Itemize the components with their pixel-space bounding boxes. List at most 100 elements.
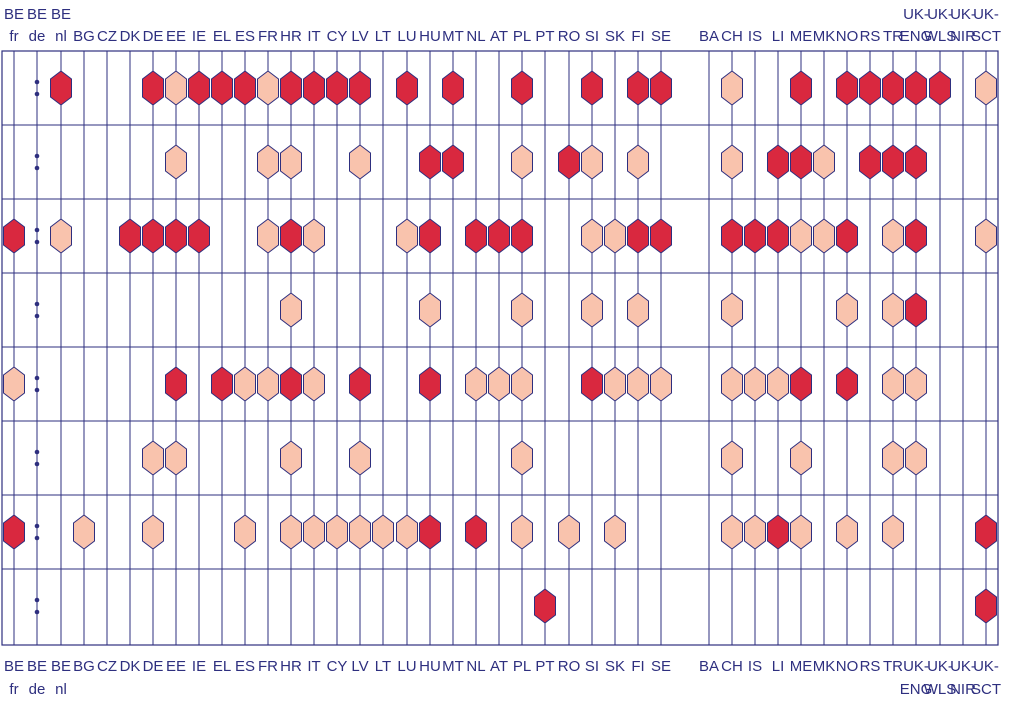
dotted-marker <box>34 153 40 159</box>
hexagon-light-ch <box>721 292 743 328</box>
bottom-label-line1: BE <box>27 658 47 675</box>
dotted-marker <box>34 227 40 233</box>
bottom-label-line1: UK- <box>950 658 976 675</box>
bottom-label: EL <box>213 658 231 675</box>
hexagon-dark-hu <box>419 218 441 254</box>
hexagon-light-sk <box>604 366 626 402</box>
hexagon-light-uk-eng <box>905 366 927 402</box>
top-label: IS <box>748 28 762 45</box>
hexagon-light-pl <box>511 144 533 180</box>
bottom-label: AT <box>490 658 508 675</box>
top-label: PT <box>535 28 554 45</box>
hexagon-dark-me <box>790 366 812 402</box>
bottom-label-line2: ENG <box>900 681 933 698</box>
hexagon-light-se <box>650 366 672 402</box>
hexagon-light-de <box>142 514 164 550</box>
bottom-label-line2: de <box>29 681 46 698</box>
hexagon-dark-ro <box>558 144 580 180</box>
dotted-marker <box>34 461 40 467</box>
hexagon-dark-ie <box>188 70 210 106</box>
top-label: NL <box>466 28 485 45</box>
hexagon-light-fi <box>627 366 649 402</box>
hexagon-dark-uk-eng <box>905 144 927 180</box>
top-label: HR <box>280 28 302 45</box>
hexagon-light-is <box>744 514 766 550</box>
bottom-label: FI <box>631 658 644 675</box>
hexagon-dark-si <box>581 70 603 106</box>
top-label: SE <box>651 28 671 45</box>
top-label: TR <box>883 28 903 45</box>
hexagon-light-uk-sct <box>975 70 997 106</box>
bottom-label: RS <box>860 658 881 675</box>
hexagon-dark-pt <box>534 588 556 624</box>
top-label-line1: UK- <box>927 6 953 23</box>
bottom-label: DE <box>143 658 164 675</box>
top-label: RO <box>558 28 581 45</box>
top-label: LV <box>351 28 368 45</box>
hexagon-light-si <box>581 144 603 180</box>
hexagon-light-si <box>581 218 603 254</box>
hexagon-light-tr <box>882 440 904 476</box>
hexagon-light-be-fr <box>3 366 25 402</box>
top-label: BG <box>73 28 95 45</box>
bottom-label: ME <box>790 658 813 675</box>
hexagon-dark-el <box>211 70 233 106</box>
hexagon-dark-nl <box>465 514 487 550</box>
top-label: CY <box>327 28 348 45</box>
hexagon-dark-cy <box>326 70 348 106</box>
hexagon-light-it <box>303 366 325 402</box>
bottom-label: MK <box>813 658 836 675</box>
hexagon-dark-rs <box>859 70 881 106</box>
top-label-line2: de <box>29 28 46 45</box>
hexagon-dark-de <box>142 70 164 106</box>
bottom-label-line1: BE <box>51 658 71 675</box>
bottom-label-line2: nl <box>55 681 67 698</box>
top-label: MT <box>442 28 464 45</box>
top-label: FR <box>258 28 278 45</box>
hexagon-dark-lv <box>349 70 371 106</box>
hexagon-dark-ee <box>165 366 187 402</box>
hexagon-dark-li <box>767 514 789 550</box>
top-label: IT <box>307 28 320 45</box>
bottom-label: SK <box>605 658 625 675</box>
hexagon-dark-hr <box>280 366 302 402</box>
hexagon-dark-nl <box>465 218 487 254</box>
hexagon-light-sk <box>604 218 626 254</box>
bottom-label: BG <box>73 658 95 675</box>
hexagon-light-ch <box>721 440 743 476</box>
hexagon-light-hr <box>280 514 302 550</box>
bottom-label: PL <box>513 658 531 675</box>
top-label: PL <box>513 28 531 45</box>
top-label: ES <box>235 28 255 45</box>
hexagon-dark-fi <box>627 218 649 254</box>
dotted-marker <box>34 387 40 393</box>
hexagon-light-tr <box>882 292 904 328</box>
top-label: SK <box>605 28 625 45</box>
hexagon-light-uk-sct <box>975 218 997 254</box>
top-label-line1: UK- <box>973 6 999 23</box>
bottom-label: LU <box>397 658 416 675</box>
top-label: LI <box>772 28 785 45</box>
hexagon-dark-mt <box>442 70 464 106</box>
hexagon-dark-pl <box>511 70 533 106</box>
bottom-label: ES <box>235 658 255 675</box>
hexagon-dark-es <box>234 70 256 106</box>
dotted-marker <box>34 91 40 97</box>
bottom-label: EE <box>166 658 186 675</box>
top-label-line1: BE <box>27 6 47 23</box>
hexagon-dark-li <box>767 218 789 254</box>
hexagon-light-ch <box>721 70 743 106</box>
bottom-label-line1: UK- <box>927 658 953 675</box>
hexagon-light-fr <box>257 366 279 402</box>
hexagon-light-ee <box>165 144 187 180</box>
bottom-label-line1: UK- <box>903 658 929 675</box>
bottom-label-line2: WLS <box>924 681 957 698</box>
hexagon-dark-tr <box>882 144 904 180</box>
hexagon-light-tr <box>882 218 904 254</box>
hexagon-dark-pl <box>511 218 533 254</box>
dotted-marker <box>34 79 40 85</box>
bottom-label: LV <box>351 658 368 675</box>
hexagon-light-uk-eng <box>905 440 927 476</box>
top-label-line1: BE <box>4 6 24 23</box>
